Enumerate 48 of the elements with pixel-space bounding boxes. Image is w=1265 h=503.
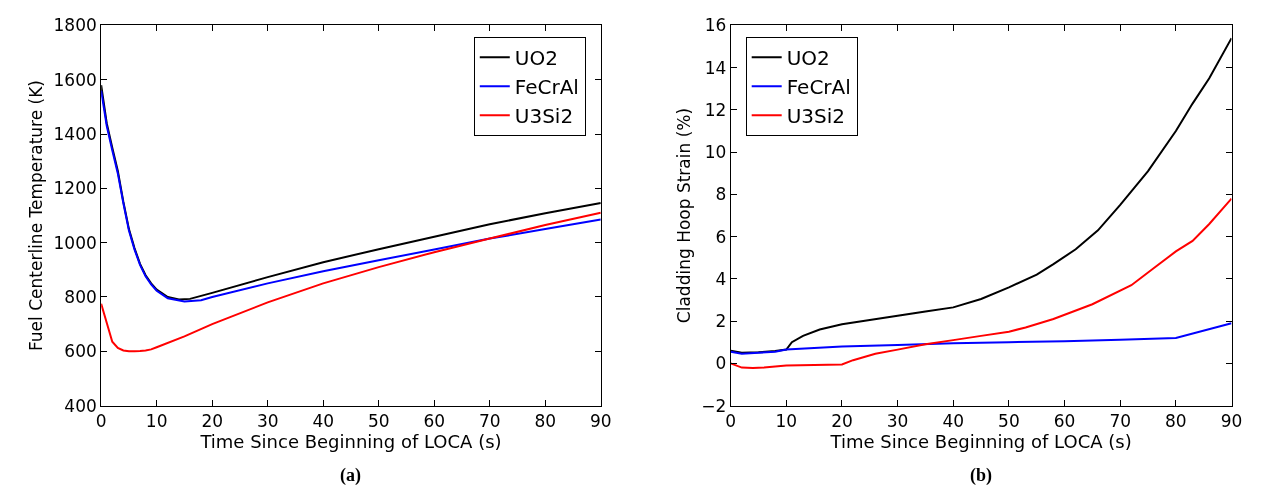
x-tick-label: 50 (367, 410, 390, 431)
y-axis-title: Fuel Centerline Temperature (K) (26, 80, 47, 352)
y-tick-label: 600 (64, 341, 97, 362)
x-tick-label: 40 (312, 410, 335, 431)
x-axis-title: Time Since Beginning of LOCA (s) (199, 430, 502, 452)
x-tick-label: 90 (1220, 410, 1243, 431)
y-tick-label: 14 (704, 57, 727, 78)
y-tick-label: 16 (704, 15, 727, 36)
y-tick-label: 4 (715, 268, 727, 289)
y-tick-label: 1400 (53, 124, 97, 145)
x-tick-label: 60 (423, 410, 446, 431)
y-tick-label: 1000 (53, 232, 97, 253)
y-tick-label: 1600 (53, 69, 97, 90)
x-tick-label: 70 (478, 410, 501, 431)
y-tick-label: 8 (715, 184, 727, 205)
legend-label: UO2 (786, 46, 830, 71)
x-tick-label: 90 (589, 410, 612, 431)
x-tick-label: 40 (942, 410, 965, 431)
legend-label: FeCrAl (786, 75, 851, 100)
x-tick-label: 20 (831, 410, 853, 431)
x-tick-label: 50 (998, 410, 1020, 431)
legend-label: U3Si2 (786, 104, 846, 129)
x-tick-label: 60 (1053, 410, 1076, 431)
x-axis-title: Time Since Beginning of LOCA (s) (829, 430, 1132, 452)
y-tick-label: 12 (704, 99, 727, 120)
y-tick-label: 800 (64, 286, 97, 307)
y-tick-label: 0 (715, 353, 727, 374)
y-tick-label: −2 (701, 395, 727, 416)
legend-label: U3Si2 (514, 104, 574, 129)
x-tick-label: 10 (775, 410, 798, 431)
y-tick-label: 2 (715, 311, 727, 332)
x-tick-label: 80 (534, 410, 557, 431)
y-tick-label: 10 (704, 142, 727, 163)
y-tick-label: 400 (64, 395, 97, 416)
x-tick-label: 10 (145, 410, 168, 431)
legend-label: UO2 (514, 46, 558, 71)
y-tick-label: 1800 (53, 15, 97, 36)
x-tick-label: 20 (201, 410, 224, 431)
legend-label: FeCrAl (514, 75, 579, 100)
y-axis-title: Cladding Hoop Strain (%) (673, 107, 694, 324)
y-tick-label: 1200 (53, 178, 97, 199)
x-tick-label: 80 (1165, 410, 1187, 431)
text: (a) (340, 465, 361, 486)
text: (b) (970, 465, 992, 486)
x-tick-label: 30 (886, 410, 909, 431)
x-tick-label: 70 (1109, 410, 1132, 431)
x-tick-label: 30 (256, 410, 279, 431)
y-tick-label: 6 (715, 226, 727, 247)
